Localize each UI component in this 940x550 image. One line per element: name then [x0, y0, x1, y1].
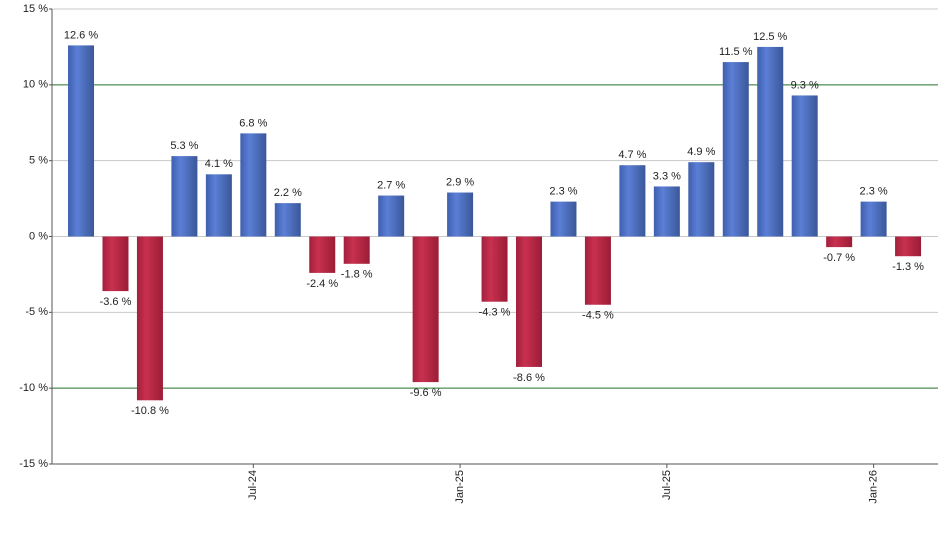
data-label: -9.6 % [410, 387, 442, 399]
bar [447, 192, 474, 237]
data-label: -1.3 % [892, 261, 924, 273]
data-label: 4.1 % [205, 158, 233, 170]
data-label: -0.7 % [823, 252, 855, 264]
y-tick-label: 5 % [29, 155, 48, 167]
data-label: 4.7 % [618, 149, 646, 161]
y-tick-label: -5 % [25, 306, 48, 318]
data-label: 12.6 % [64, 29, 98, 41]
data-label: 2.9 % [446, 176, 474, 188]
data-label: -8.6 % [513, 372, 545, 384]
data-label: -4.3 % [479, 307, 511, 319]
y-tick-label: -15 % [19, 458, 48, 470]
bar [550, 201, 577, 237]
data-label: 2.3 % [549, 186, 577, 198]
bar [619, 165, 646, 237]
bar [584, 236, 611, 305]
x-tick-label: Jul-25 [661, 470, 673, 500]
bar [343, 236, 370, 264]
bar [516, 236, 543, 367]
bar [102, 236, 129, 292]
bar [412, 236, 439, 383]
bar [895, 236, 922, 257]
y-tick-label: -10 % [19, 382, 48, 394]
bar [68, 45, 95, 237]
x-tick-label: Jan-26 [868, 470, 880, 504]
bar [826, 236, 853, 248]
bar [653, 186, 680, 237]
bar [205, 174, 232, 237]
bar [860, 201, 887, 237]
bar [378, 195, 405, 237]
bar [240, 133, 267, 237]
data-label: -10.8 % [131, 405, 169, 417]
data-label: 9.3 % [791, 79, 819, 91]
bar [171, 156, 198, 237]
data-label: 11.5 % [719, 46, 753, 58]
y-tick-label: 0 % [29, 230, 48, 242]
data-label: -4.5 % [582, 310, 614, 322]
data-label: -3.6 % [100, 296, 132, 308]
y-tick-label: 15 % [23, 3, 48, 15]
data-label: 2.2 % [274, 187, 302, 199]
x-tick-label: Jan-25 [454, 470, 466, 504]
data-label: 3.3 % [653, 170, 681, 182]
data-label: 5.3 % [170, 140, 198, 152]
data-label: -2.4 % [306, 278, 338, 290]
bar [481, 236, 508, 302]
bar [274, 203, 301, 237]
y-tick-label: 10 % [23, 79, 48, 91]
bar [309, 236, 336, 273]
bar [791, 95, 818, 237]
data-label: 4.9 % [687, 146, 715, 158]
bar [136, 236, 163, 401]
data-label: 12.5 % [753, 31, 787, 43]
data-label: 2.3 % [860, 186, 888, 198]
bar [757, 46, 784, 237]
data-label: 6.8 % [239, 117, 267, 129]
x-tick-label: Jul-24 [247, 470, 259, 500]
bar [722, 62, 749, 237]
bar [688, 162, 715, 237]
data-label: 2.7 % [377, 179, 405, 191]
data-label: -1.8 % [341, 269, 373, 281]
